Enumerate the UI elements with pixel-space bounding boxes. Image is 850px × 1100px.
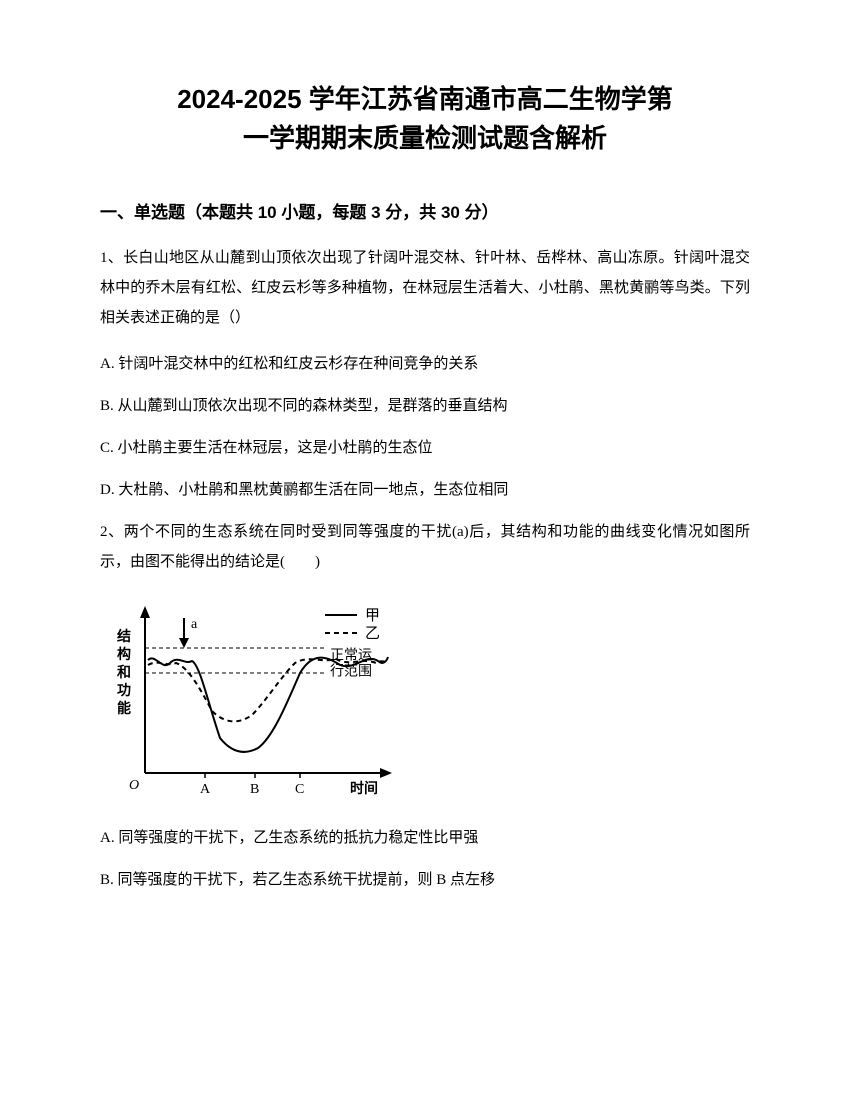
svg-text:能: 能: [117, 700, 131, 717]
svg-text:时间: 时间: [350, 780, 378, 797]
question-2-stem: 2、两个不同的生态系统在同时受到同等强度的干扰(a)后，其结构和功能的曲线变化情…: [100, 517, 750, 577]
svg-text:构: 构: [117, 646, 131, 663]
svg-text:甲: 甲: [365, 608, 380, 624]
section-1-header: 一、单选题（本题共 10 小题，每题 3 分，共 30 分）: [100, 198, 750, 223]
svg-text:功: 功: [117, 683, 131, 699]
svg-text:和: 和: [117, 665, 131, 681]
question-1-option-c: C. 小杜鹃主要生活在林冠层，这是小杜鹃的生态位: [100, 433, 750, 463]
question-1-option-b: B. 从山麓到山顶依次出现不同的森林类型，是群落的垂直结构: [100, 391, 750, 421]
svg-text:B: B: [250, 782, 259, 797]
question-1-stem: 1、长白山地区从山麓到山顶依次出现了针阔叶混交林、针叶林、岳桦林、高山冻原。针阔…: [100, 243, 750, 333]
svg-text:结: 结: [117, 628, 131, 645]
svg-text:A: A: [200, 782, 211, 797]
question-1-option-a: A. 针阔叶混交林中的红松和红皮云杉存在种间竞争的关系: [100, 349, 750, 379]
svg-text:正常运: 正常运: [330, 648, 372, 664]
svg-text:C: C: [295, 782, 304, 797]
title-line-1: 2024-2025 学年江苏省南通市高二生物学第: [177, 84, 673, 114]
title-line-2: 一学期期末质量检测试题含解析: [243, 123, 607, 153]
exam-title: 2024-2025 学年江苏省南通市高二生物学第 一学期期末质量检测试题含解析: [100, 80, 750, 158]
svg-text:a: a: [191, 617, 198, 632]
question-1-option-d: D. 大杜鹃、小杜鹃和黑枕黄鹂都生活在同一地点，生态位相同: [100, 475, 750, 505]
ecosystem-chart: a A B C O 时间 结构和功能 甲乙正常运行范围: [100, 593, 430, 803]
question-2-option-a: A. 同等强度的干扰下，乙生态系统的抵抗力稳定性比甲强: [100, 823, 750, 853]
question-2-option-b: B. 同等强度的干扰下，若乙生态系统干扰提前，则 B 点左移: [100, 865, 750, 895]
svg-text:行范围: 行范围: [330, 663, 372, 680]
svg-text:O: O: [129, 778, 139, 793]
svg-text:乙: 乙: [365, 626, 380, 642]
